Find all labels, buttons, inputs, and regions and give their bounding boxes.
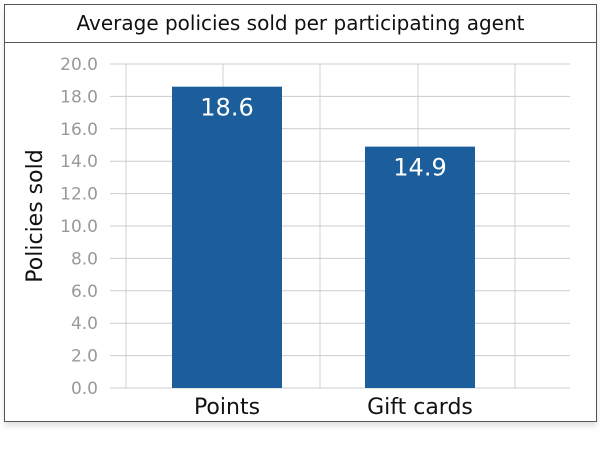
y-tick-label: 12.0 — [60, 185, 98, 205]
y-axis-label: Policies sold — [23, 149, 48, 282]
x-tick-label: Gift cards — [367, 395, 473, 420]
y-tick-label: 16.0 — [60, 120, 98, 140]
y-tick-label: 14.0 — [60, 152, 98, 172]
value-label: 18.6 — [200, 94, 253, 122]
y-tick-label: 10.0 — [60, 217, 98, 237]
y-tick-label: 6.0 — [71, 282, 98, 302]
y-tick-label: 0.0 — [71, 379, 98, 399]
y-tick-label: 18.0 — [60, 87, 98, 107]
chart-frame: Average policies sold per participating … — [4, 4, 597, 422]
y-tick-label: 20.0 — [60, 55, 98, 75]
chart-title: Average policies sold per participating … — [5, 5, 596, 43]
y-tick-label: 2.0 — [71, 347, 98, 367]
y-tick-label: 4.0 — [71, 314, 98, 334]
x-tick-label: Points — [194, 395, 260, 420]
bar-gift-cards — [365, 146, 475, 388]
bar-points — [172, 86, 282, 389]
y-tick-label: 8.0 — [71, 249, 98, 269]
value-label: 14.9 — [393, 154, 446, 182]
